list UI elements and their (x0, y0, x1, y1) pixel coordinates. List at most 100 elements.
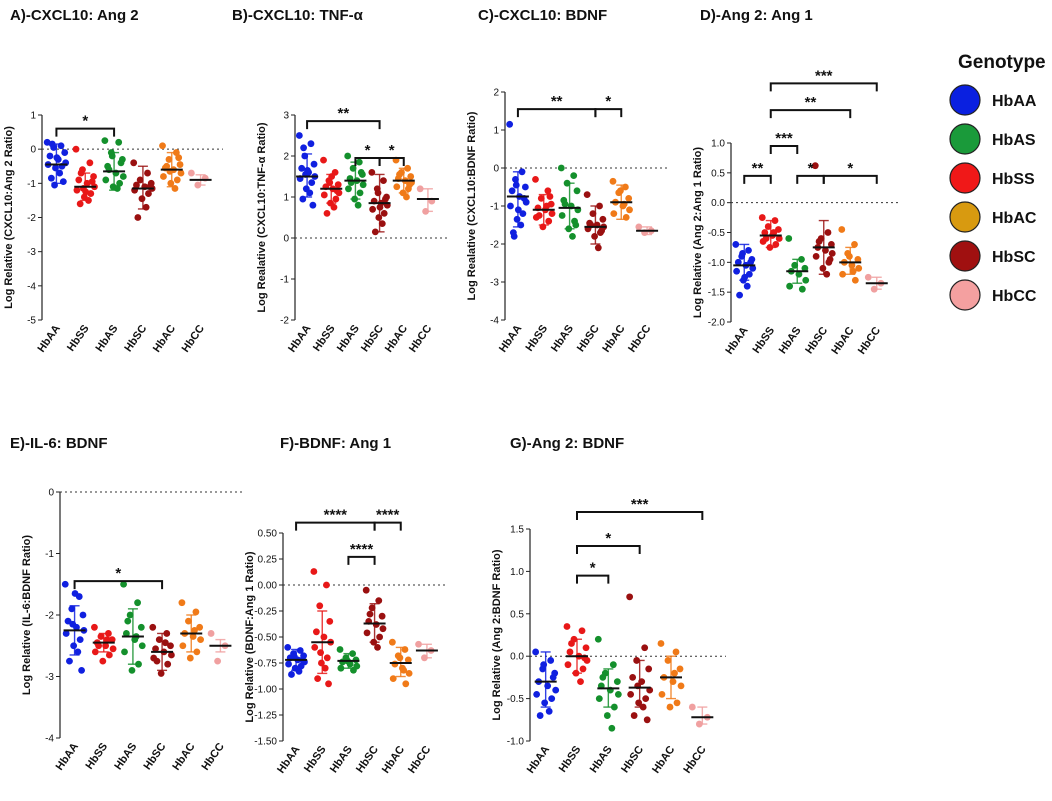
panel-title: B)-CXCL10: TNF-α (232, 7, 364, 24)
data-point (747, 258, 755, 266)
series-hbcc (688, 703, 714, 728)
panel-f: F)-BDNF: Ang 1 0.50 0.25 0.00 -0.25 -0.50 -0.7… (244, 435, 448, 776)
data-point (824, 229, 832, 236)
y-tick-label: 0 (283, 234, 289, 245)
data-point (307, 140, 315, 148)
y-tick-label: 0 (30, 145, 36, 156)
significance-bracket (769, 82, 878, 92)
data-point (591, 233, 598, 240)
legend-label: HbCC (992, 288, 1037, 305)
data-point (677, 682, 685, 690)
data-point (168, 651, 175, 659)
y-tick-label: -1.25 (254, 711, 277, 722)
x-category-label: HbAS (777, 325, 804, 356)
y-tick-label: -2 (45, 611, 54, 622)
data-point (512, 176, 519, 183)
data-point (91, 648, 99, 656)
data-point (149, 623, 157, 631)
y-tick-label: -1 (280, 275, 289, 286)
data-point (561, 200, 569, 208)
data-point (298, 164, 306, 172)
data-point (47, 174, 55, 182)
series-hbac (838, 226, 863, 284)
y-tick-label: -2 (280, 316, 289, 327)
data-point (318, 659, 325, 667)
series-hbas (101, 137, 127, 192)
significance-label: * (605, 530, 611, 547)
data-point (506, 120, 514, 128)
y-tick-label: -2.0 (708, 318, 726, 329)
significance-label: * (847, 160, 853, 177)
data-point (120, 580, 127, 588)
series-hbaa (532, 648, 560, 719)
y-tick-label: -3 (45, 672, 54, 683)
data-point (300, 144, 308, 152)
data-point (855, 264, 863, 272)
data-point (396, 171, 403, 178)
series-hbsc (811, 162, 836, 278)
data-point (56, 169, 64, 177)
data-point (121, 648, 128, 656)
data-point (389, 675, 397, 682)
data-point (566, 648, 574, 656)
significance-label: * (115, 565, 121, 582)
data-point (137, 623, 145, 631)
data-point (854, 255, 862, 263)
data-point (819, 264, 827, 272)
data-point (321, 664, 329, 672)
significance-bracket (55, 127, 116, 137)
significance-bracket (743, 174, 772, 184)
data-point (557, 164, 565, 172)
y-tick-label: -3 (490, 278, 499, 289)
y-tick-label: -0.25 (254, 607, 277, 618)
x-category-label: HbSS (65, 323, 92, 354)
data-point (785, 235, 793, 242)
y-tick-label: 1 (493, 126, 499, 137)
legend-swatch (949, 201, 981, 233)
x-category-label: HbCC (200, 741, 227, 773)
significance-label: * (82, 113, 88, 130)
legend-swatch (949, 84, 981, 116)
x-category-label: HbAC (170, 741, 197, 773)
data-point (103, 636, 111, 643)
y-tick-label: 1 (30, 111, 36, 122)
data-point (117, 159, 125, 167)
y-tick-label: -2 (27, 213, 36, 224)
data-point (134, 599, 141, 607)
x-category-label: HbAS (112, 741, 139, 772)
data-point (196, 623, 204, 631)
data-point (179, 642, 187, 650)
data-point (569, 233, 576, 240)
data-point (573, 187, 581, 195)
data-point (73, 186, 81, 194)
legend: Genotype HbAA HbAS HbSS HbAC HbSC HbCC (949, 52, 1046, 311)
data-point (359, 181, 367, 189)
data-point (627, 690, 635, 698)
data-point (336, 646, 344, 653)
data-point (519, 210, 527, 218)
significance-bracket (576, 544, 641, 554)
x-category-label: HbSC (142, 741, 169, 772)
data-point (330, 203, 338, 211)
data-point (368, 604, 376, 612)
data-point (167, 179, 175, 187)
data-point (507, 202, 514, 210)
significance-label: *** (631, 496, 649, 513)
data-point (547, 657, 555, 664)
significance-label: ** (551, 93, 563, 110)
data-point (381, 195, 389, 203)
data-point (320, 191, 328, 199)
data-point (743, 282, 751, 290)
y-tick-label: -0.75 (254, 659, 277, 670)
y-tick-label: -1.00 (254, 685, 277, 696)
data-point (311, 644, 319, 651)
data-point (295, 132, 303, 139)
data-point (323, 581, 330, 589)
significance-label: **** (376, 507, 400, 524)
series-hbcc (187, 169, 212, 189)
x-category-label: HbSC (354, 744, 381, 775)
data-point (175, 154, 183, 162)
x-category-label: HbAC (829, 325, 856, 357)
data-point (572, 221, 580, 229)
x-category-label: HbCC (407, 323, 434, 355)
